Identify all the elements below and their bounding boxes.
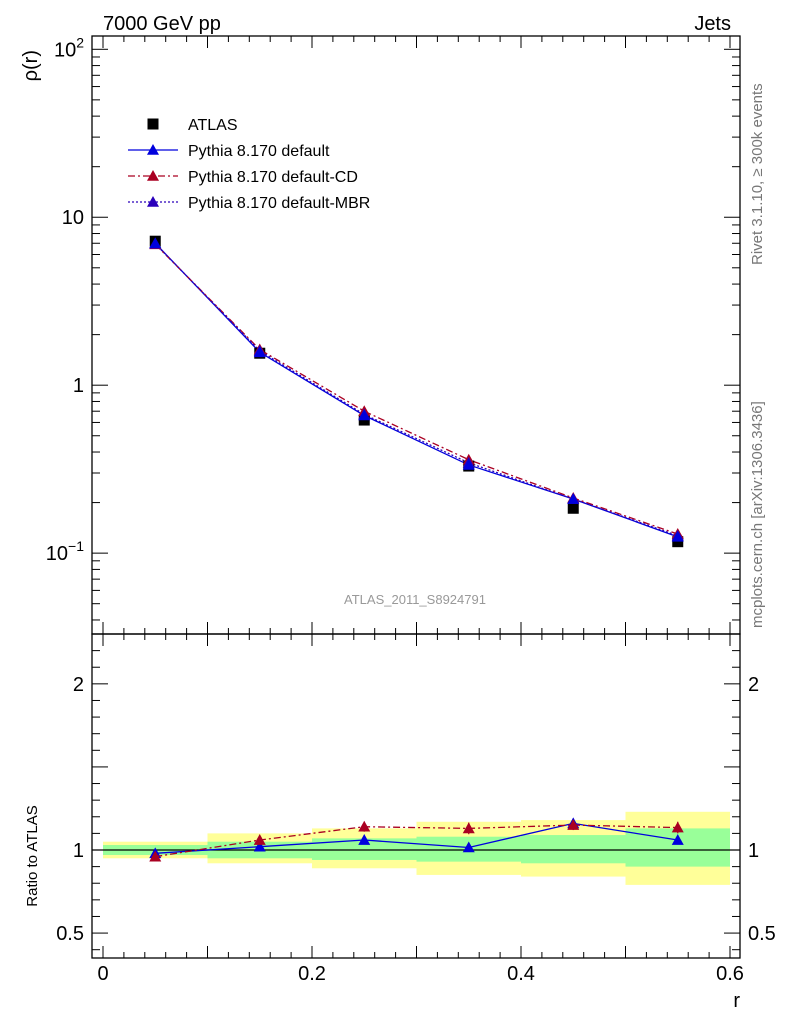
ratio-y-tick-label-right: 1 [748,840,759,862]
ratio-y-tick-label: 2 [73,674,84,696]
legend-label-2: Pythia 8.170 default-CD [188,169,358,186]
ratio-line-0 [155,822,678,854]
ratio-xlabel: r [733,990,740,1012]
data-point-0 [567,502,579,514]
data-point-1 [149,237,162,249]
y-tick-label: 10 [62,207,84,229]
analysis-watermark: ATLAS_2011_S8924791 [344,592,486,607]
y-tick-label: 1 [73,375,84,397]
legend-marker-0 [147,118,159,130]
data-point-1 [358,409,371,421]
ratio-y-tick-label: 0.5 [56,923,84,945]
legend-marker-3 [147,196,159,207]
ratio-point-1 [358,820,371,832]
data-point-1 [671,530,684,542]
main-ylabel: ρ(r) [20,50,42,81]
data-point-1 [567,493,580,504]
legend-marker-2 [147,170,159,181]
legend: ATLAS Pythia 8.170 default Pythia 8.170 de… [128,117,370,212]
x-tick-label: 0.6 [716,963,744,985]
x-tick-label: 0.2 [298,963,326,985]
ratio-y-tick-label-right: 2 [748,674,759,696]
legend-label-3: Pythia 8.170 default-MBR [188,195,370,212]
ratio-point-0 [462,841,475,853]
ratio-point-1 [462,822,475,834]
ratio-point-1 [149,850,162,862]
x-tick-label: 0 [97,963,108,985]
legend-label-0: ATLAS [188,117,238,134]
main-panel: 10−1 1 10 102 [46,34,741,635]
mcplots-label: mcplots.cern.ch [arXiv:1306.3436] [749,401,766,628]
ratio-point-0 [671,834,684,845]
y-tick-label: 102 [54,34,84,61]
ratio-y-tick-label-right: 0.5 [748,923,776,945]
y-tick-label: 10−1 [46,538,84,565]
x-tick-label: 0.4 [507,963,535,985]
data-point-1 [253,346,266,358]
ratio-ylabel: Ratio to ATLAS [24,805,41,906]
header-right-label: Jets [694,13,731,35]
ratio-line-1 [155,824,678,858]
header-left-label: 7000 GeV pp [103,13,221,35]
ratio-point-0 [253,840,266,852]
ratio-band-inner [312,838,417,860]
ratio-point-0 [358,834,371,845]
ratio-point-1 [253,834,266,845]
rivet-label: Rivet 3.1.10, ≥ 300k events [749,83,766,265]
ratio-point-1 [671,821,684,833]
data-point-1 [462,458,475,470]
data-point-0 [672,536,684,548]
legend-marker-1 [147,144,159,155]
series-line-3 [154,243,678,537]
ratio-band-inner [521,835,626,864]
legend-label-1: Pythia 8.170 default [188,143,330,160]
series-line-2 [154,243,678,535]
ratio-point-1 [567,819,580,830]
ratio-panel: 0 0.2 0.4 0.60.5 0.51 12 2 [56,36,776,985]
ratio-y-tick-label: 1 [73,840,84,862]
